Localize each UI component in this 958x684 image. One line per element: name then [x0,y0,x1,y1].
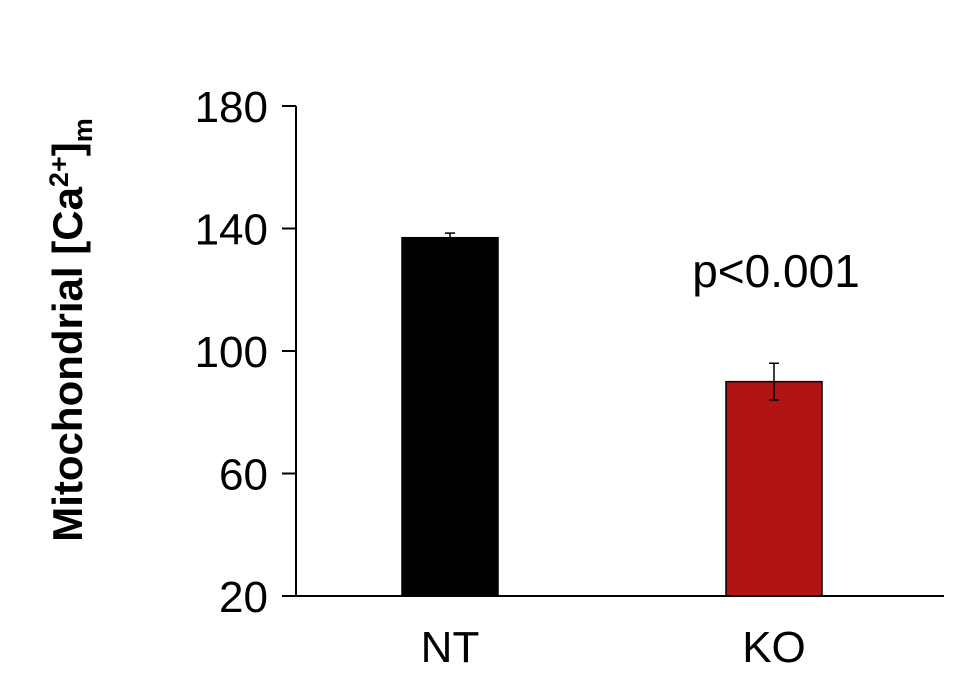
category-labels: NT KO [421,623,806,672]
y-axis-label-main: Mitochondrial [Ca [44,186,91,541]
y-axis-label: Mitochondrial [Ca2+]m [44,118,98,541]
bar-ko [725,380,823,597]
bars [401,232,823,597]
y-tick-label: 180 [195,83,268,132]
p-value-annotation: p<0.001 [692,245,860,297]
bar-nt [401,236,499,597]
category-label-nt: NT [421,623,480,672]
y-tick-label: 60 [219,451,268,500]
y-axis-label-subscript: m [68,118,98,142]
y-axis-label-close: ] [44,142,91,156]
y-ticks: 20 60 100 140 180 [195,83,296,622]
y-tick-label: 20 [219,573,268,622]
y-tick-label: 100 [195,328,268,377]
category-label-ko: KO [742,623,806,672]
y-tick-label: 140 [195,206,268,255]
svg-text:Mitochondrial [Ca2+]m: Mitochondrial [Ca2+]m [44,118,98,541]
y-axis-label-superscript: 2+ [44,156,74,187]
